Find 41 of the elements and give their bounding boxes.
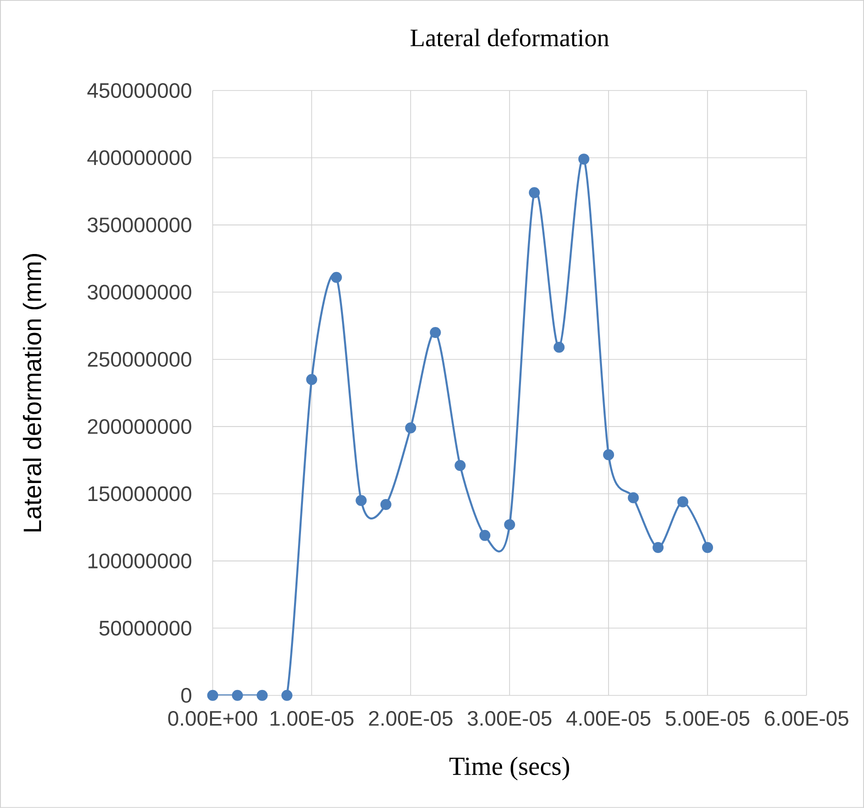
point	[652, 542, 664, 554]
point	[628, 492, 639, 504]
point	[356, 494, 367, 506]
y-tick-label: 150000000	[88, 486, 192, 502]
x-tick-label: 3.00E-05	[468, 710, 552, 726]
point	[430, 326, 441, 338]
y-tick-label: 200000000	[88, 419, 192, 434]
point	[256, 690, 268, 701]
point	[702, 542, 714, 554]
point	[232, 690, 243, 701]
chart-title: Lateral deformation	[410, 28, 609, 46]
y-tick-label: 100000000	[88, 554, 192, 568]
point	[405, 422, 416, 434]
x-tick-label: 2.00E-05	[369, 710, 452, 726]
point	[504, 519, 516, 530]
point	[380, 499, 392, 510]
y-tick-label: 300000000	[88, 284, 192, 300]
x-axis-title: Time (secs)	[449, 756, 570, 780]
x-tick-label: 0.00E+00	[168, 710, 258, 726]
point	[528, 187, 540, 198]
y-tick-label: 50000000	[99, 620, 192, 636]
point	[479, 530, 490, 541]
x-tick-label: 1.00E-05	[270, 710, 354, 726]
x-tick-label: 5.00E-05	[666, 710, 750, 726]
y-tick-label: 250000000	[88, 352, 192, 367]
y-tick-label: 450000000	[87, 83, 192, 98]
x-tick-label: 4.00E-05	[566, 710, 650, 726]
point	[578, 154, 590, 165]
point	[207, 690, 218, 701]
y-tick-label: 0	[181, 688, 192, 703]
y-tick-label: 400000000	[87, 150, 192, 166]
point	[454, 460, 466, 472]
point	[306, 374, 318, 386]
point	[281, 690, 292, 701]
point	[677, 496, 688, 508]
x-tick-label: 6.00E-05	[764, 710, 848, 726]
y-tick-label: 350000000	[88, 218, 192, 232]
point	[554, 342, 565, 353]
y-axis-title: Lateral deformation (mm)	[22, 254, 46, 532]
point	[603, 449, 614, 460]
point	[330, 272, 342, 283]
